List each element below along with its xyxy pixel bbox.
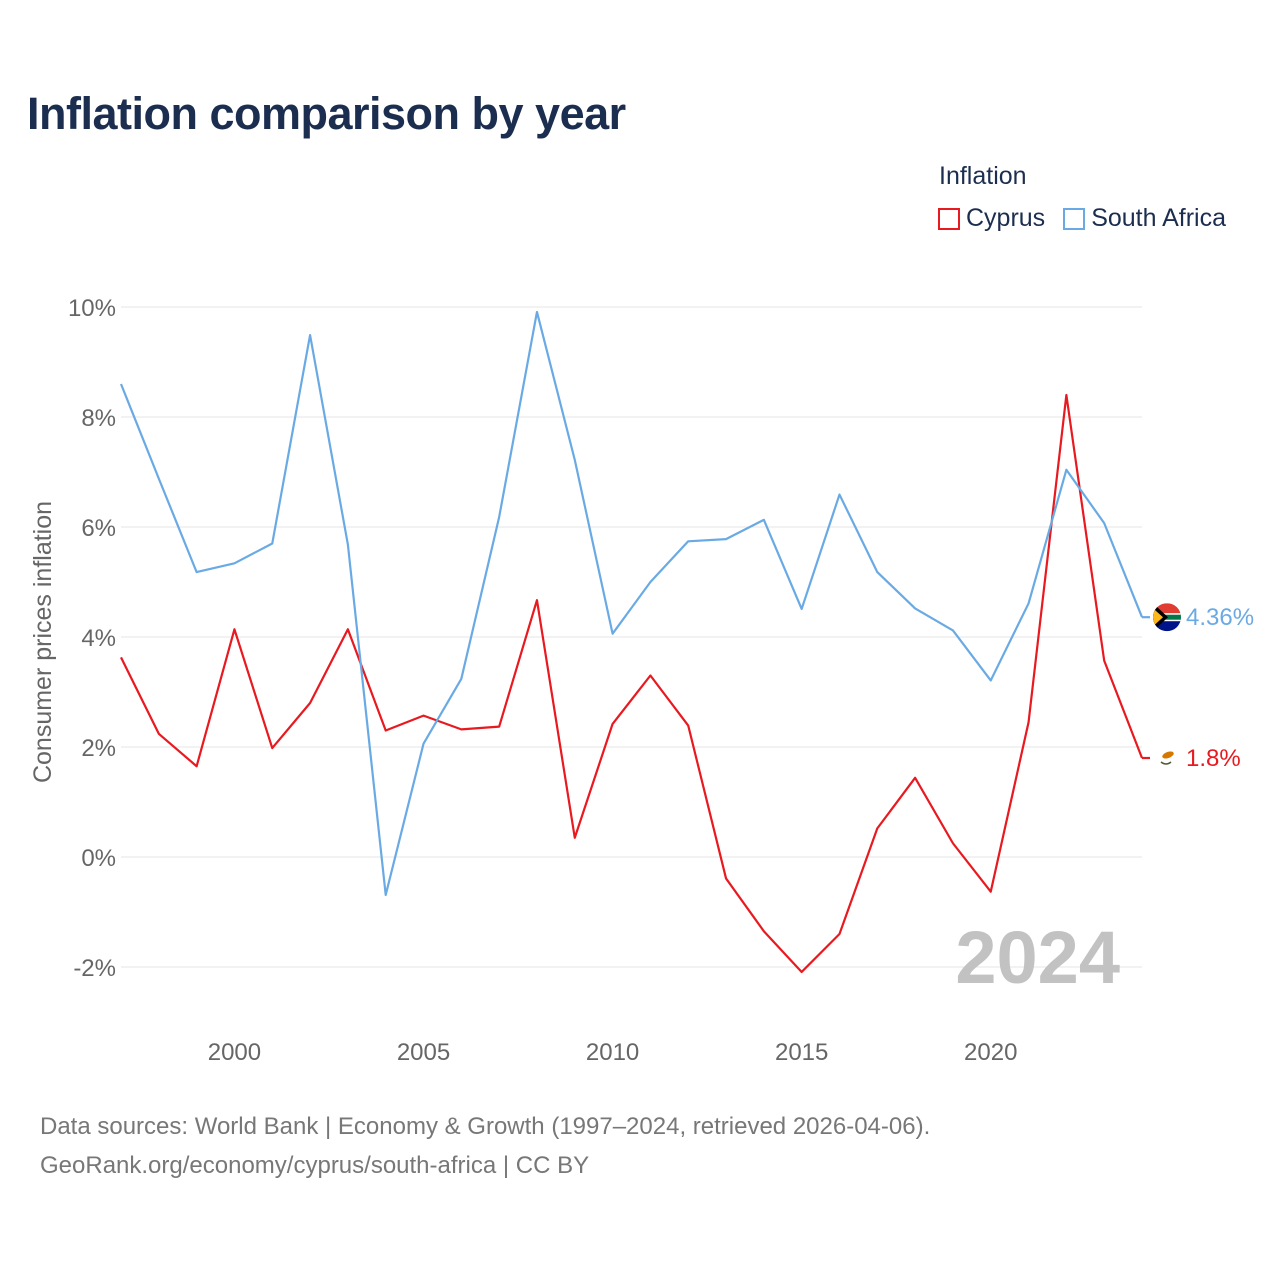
y-tick-label: 0% bbox=[81, 845, 116, 872]
series-line-cyprus[interactable] bbox=[120, 393, 1144, 974]
y-tick-label: 2% bbox=[81, 735, 116, 762]
legend-label-cyprus: Cyprus bbox=[966, 204, 1046, 232]
legend-label-south-africa: South Africa bbox=[1091, 204, 1226, 232]
end-label-south-africa: 4.36% bbox=[1186, 604, 1254, 631]
x-tick-label: 2005 bbox=[397, 1039, 450, 1066]
legend-swatch-cyprus bbox=[938, 207, 960, 230]
legend: Cyprus South Africa bbox=[938, 204, 1244, 233]
y-axis-ticks: -2% 0% 2% 4% 6% 8% 10% bbox=[68, 295, 116, 982]
legend-title: Inflation bbox=[939, 162, 1027, 190]
legend-item-cyprus[interactable]: Cyprus bbox=[938, 204, 1045, 233]
y-tick-label: -2% bbox=[73, 955, 116, 982]
y-tick-label: 8% bbox=[81, 405, 116, 432]
source-line-2[interactable]: GeoRank.org/economy/cyprus/south-africa … bbox=[40, 1152, 590, 1179]
x-tick-label: 2020 bbox=[964, 1039, 1017, 1066]
line-chart: -2% 0% 2% 4% 6% 8% 10% 2000 2005 2010 2015 2020 Co… bbox=[29, 295, 1254, 1066]
x-tick-label: 2015 bbox=[775, 1039, 828, 1066]
legend-item-south-africa[interactable]: South Africa bbox=[1063, 204, 1226, 233]
x-tick-label: 2010 bbox=[586, 1039, 639, 1066]
cyprus-flag-icon bbox=[1157, 749, 1175, 767]
year-watermark: 2024 bbox=[955, 916, 1120, 999]
south-africa-flag-icon bbox=[1153, 603, 1181, 632]
source-line-1: Data sources: World Bank | Economy & Gro… bbox=[40, 1113, 931, 1140]
series-line-south-africa[interactable] bbox=[119, 310, 1144, 897]
legend-swatch-south-africa bbox=[1063, 207, 1086, 230]
x-tick-label: 2000 bbox=[208, 1039, 261, 1066]
series-lines bbox=[119, 310, 1144, 974]
source-note: Data sources: World Bank | Economy & Gro… bbox=[40, 1107, 930, 1185]
y-tick-label: 6% bbox=[81, 515, 116, 542]
y-tick-label: 4% bbox=[81, 625, 116, 652]
y-tick-label: 10% bbox=[68, 295, 116, 322]
end-labels: 1.8% 4.36% bbox=[1142, 603, 1254, 772]
y-axis-label: Consumer prices inflation bbox=[29, 501, 57, 783]
end-label-cyprus: 1.8% bbox=[1186, 745, 1241, 772]
chart-title: Inflation comparison by year bbox=[27, 88, 626, 139]
x-axis-ticks: 2000 2005 2010 2015 2020 bbox=[208, 1039, 1018, 1066]
gridlines bbox=[121, 306, 1142, 968]
